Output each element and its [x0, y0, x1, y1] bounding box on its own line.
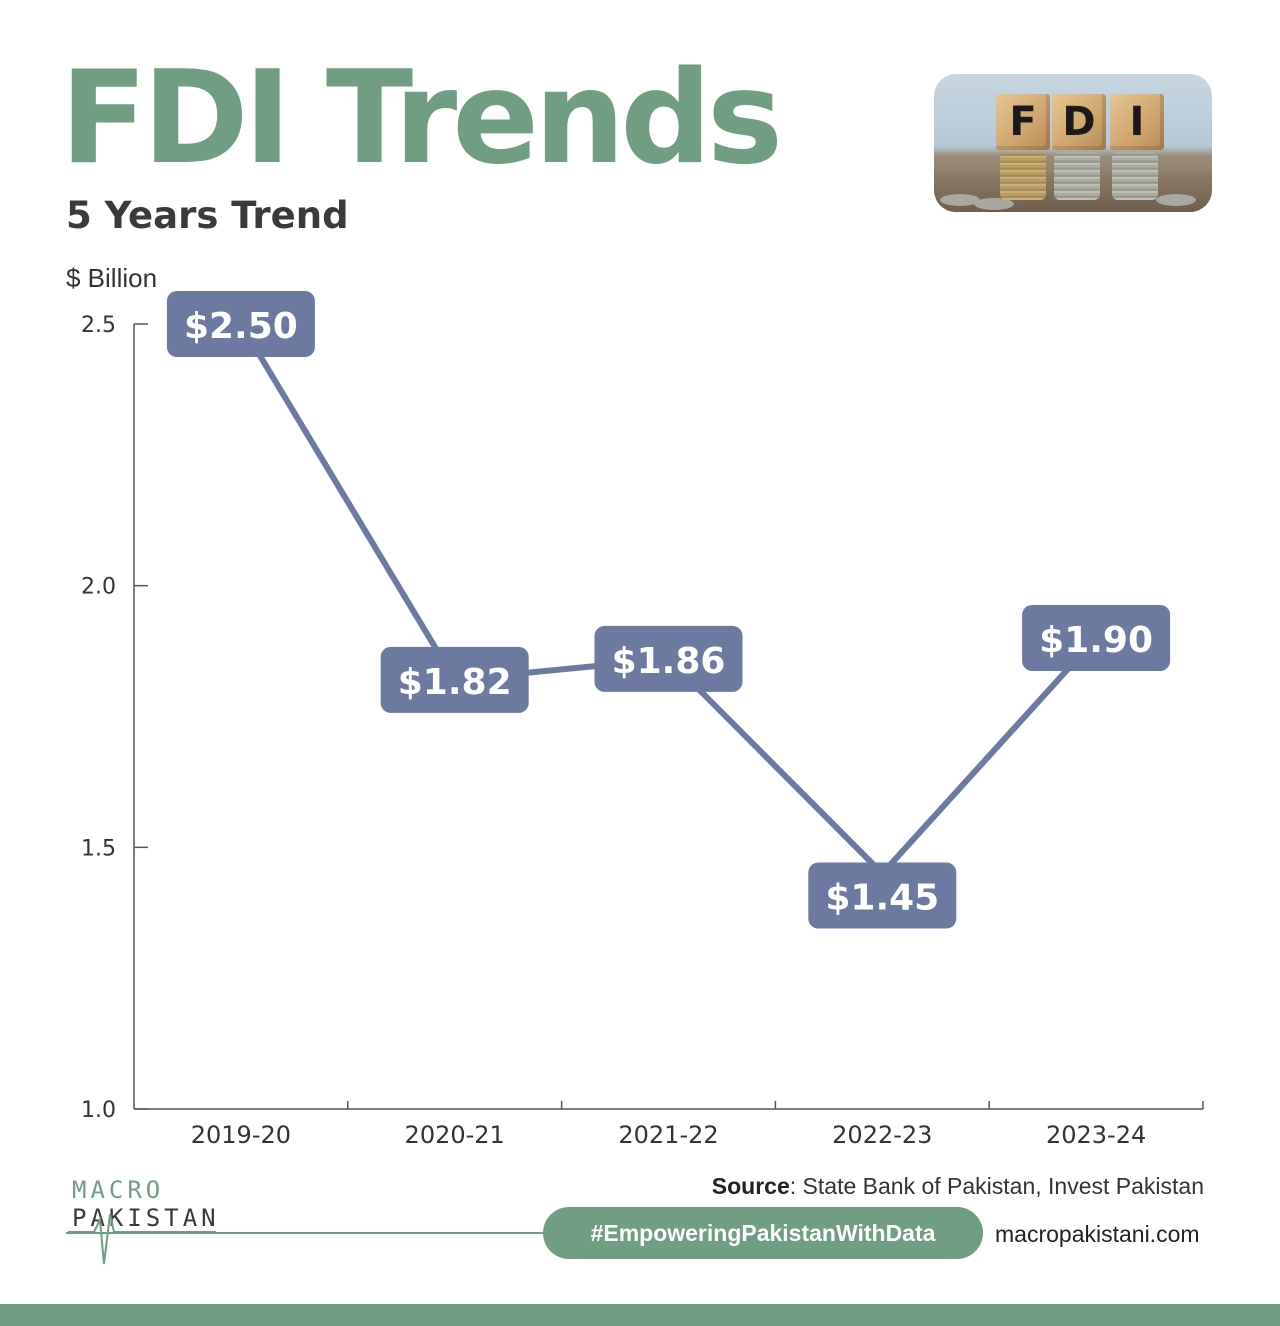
y-tick-label: 2.0 [81, 575, 116, 600]
data-label-box [594, 625, 743, 692]
x-tick-label: 2021-22 [618, 1121, 718, 1149]
footer-divider [66, 1232, 556, 1234]
data-label: $1.82 [398, 662, 512, 703]
data-label-box [1022, 605, 1171, 671]
data-label-box [166, 291, 315, 357]
photo-loose-coin [940, 194, 980, 206]
photo-letter-block-f: F [996, 94, 1050, 150]
fdi-line-chart: 1.0 1.5 2.0 2.5 2019-20 2020-21 2021-22 2022-23… [81, 291, 1204, 1149]
logo-text-pakistani: PAKISTANI [72, 1204, 216, 1232]
data-label-box [808, 862, 957, 929]
series-line [237, 321, 1100, 877]
macro-pakistani-logo: MACRO PAKISTANI [68, 1176, 216, 1265]
website-link[interactable]: macropakistani.com [995, 1221, 1200, 1247]
y-tick-label: 1.0 [81, 1098, 116, 1123]
logo-text-macro: MACRO [72, 1176, 164, 1204]
source-text: : State Bank of Pakistan, Invest Pakista… [789, 1173, 1204, 1199]
bottom-brand-bar [0, 1304, 1280, 1326]
photo-letter-block-d: D [1052, 94, 1106, 150]
hashtag-pill: #EmpoweringPakistanWithData [543, 1207, 983, 1259]
x-tick-label: 2022-23 [832, 1121, 932, 1149]
fdi-blocks-photo: F D I [934, 74, 1212, 212]
data-label: $1.86 [612, 641, 726, 682]
page-subtitle: 5 Years Trend [66, 194, 349, 237]
photo-loose-coin [974, 198, 1014, 210]
page-title: FDI Trends [60, 44, 783, 193]
y-axis-unit-label: $ Billion [66, 263, 158, 293]
photo-loose-coin [1156, 194, 1196, 206]
photo-coin-stack [1054, 152, 1100, 200]
y-tick-label: 2.5 [81, 313, 116, 338]
photo-coin-stack [1112, 152, 1158, 200]
data-label: $1.90 [1039, 620, 1153, 661]
source-label: Source [711, 1173, 790, 1199]
y-tick-label: 1.5 [81, 836, 116, 861]
photo-coin-stack [1000, 152, 1046, 200]
x-tick-label: 2020-21 [405, 1121, 505, 1149]
data-label: $1.45 [825, 878, 939, 919]
x-tick-label: 2019-20 [191, 1121, 291, 1149]
x-tick-label: 2023-24 [1046, 1121, 1146, 1149]
data-label: $2.50 [184, 306, 298, 347]
data-label-box [380, 646, 529, 713]
source-note: Source: State Bank of Pakistan, Invest P… [712, 1172, 1204, 1200]
photo-letter-block-i: I [1110, 94, 1164, 150]
